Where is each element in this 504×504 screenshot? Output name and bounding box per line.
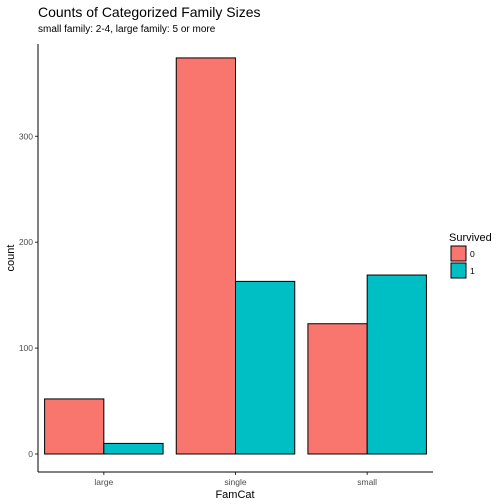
bar-single-survived-1 [235, 280, 296, 455]
y-axis-title: count [5, 245, 17, 272]
x-tick-label-small: small [357, 477, 377, 487]
bar-single-survived-0 [175, 57, 236, 455]
y-tick-label: 300 [19, 131, 33, 141]
legend-key-1 [450, 262, 467, 279]
bar-small-survived-0 [307, 323, 368, 455]
y-tick-label: 200 [19, 237, 33, 247]
chart-subtitle: small family: 2-4, large family: 5 or mo… [38, 24, 216, 35]
bar-large-survived-0 [44, 398, 105, 455]
x-tick-label-large: large [94, 477, 113, 487]
bar-small-survived-1 [366, 274, 427, 455]
legend-label-1: 1 [470, 266, 475, 276]
bars-group [44, 57, 427, 455]
bar-large-survived-1 [103, 442, 164, 455]
x-axis-title: FamCat [215, 489, 254, 501]
legend-title: Survived [449, 232, 492, 244]
legend-label-0: 0 [470, 249, 475, 259]
chart-title: Counts of Categorized Family Sizes [38, 4, 261, 20]
legend-key-0 [450, 245, 467, 262]
y-tick-label: 0 [28, 449, 33, 459]
legend-items: 01 [450, 245, 475, 279]
x-tick-label-single: single [224, 477, 246, 487]
legend: Survived 01 [449, 232, 492, 279]
y-axis-ticks: 0 100 200 300 [19, 131, 38, 459]
y-tick-label: 100 [19, 343, 33, 353]
x-axis-ticks: large single small [94, 472, 377, 487]
